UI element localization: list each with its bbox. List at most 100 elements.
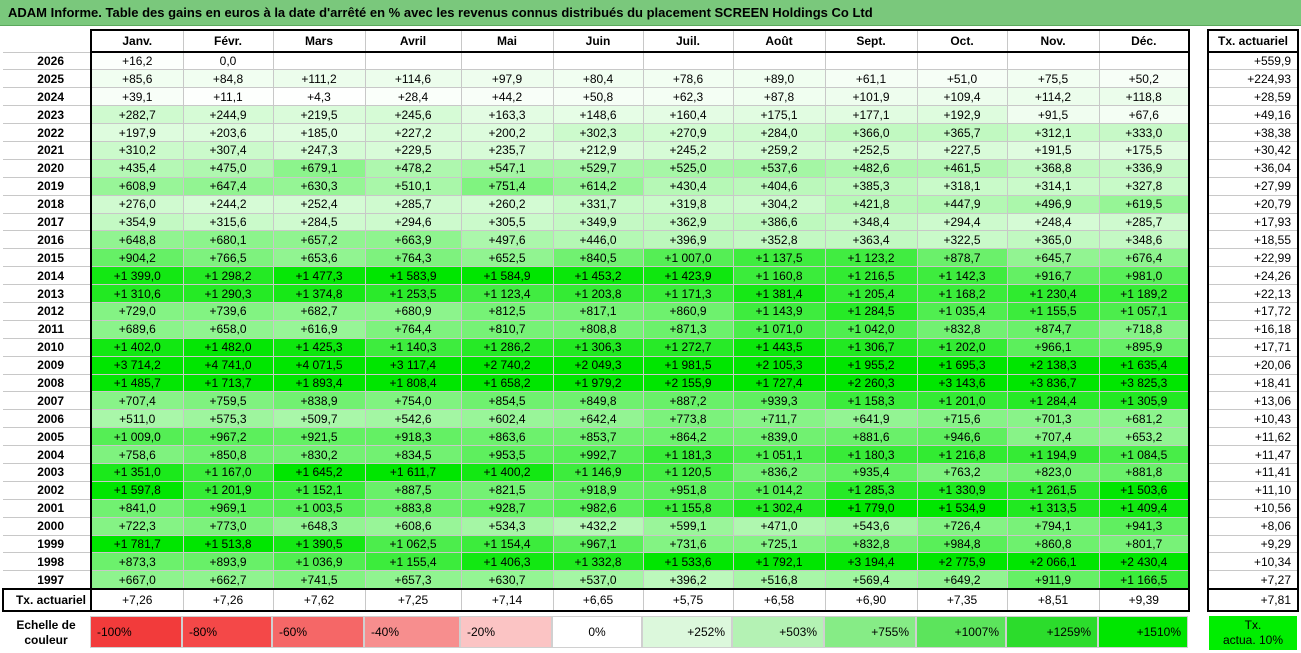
gain-cell: +741,5 (272, 570, 366, 590)
month-header: Déc. (1098, 29, 1190, 53)
gain-cell: +333,0 (1098, 123, 1190, 142)
gain-cell: +319,8 (642, 194, 734, 214)
gain-cell: +1 123,2 (824, 248, 918, 268)
gain-cell: +1 584,9 (460, 266, 554, 286)
gain-cell: +1 406,3 (460, 552, 554, 572)
gain-cell: +648,3 (272, 516, 366, 536)
gain-cell: +873,3 (90, 552, 184, 572)
gain-cell: +1 425,3 (272, 337, 366, 357)
gain-cell: +1 503,6 (1098, 480, 1190, 500)
gain-cell: +349,9 (552, 212, 644, 232)
gain-cell: +647,4 (182, 176, 274, 196)
gain-cell: 0,0 (182, 51, 274, 71)
table-row: 1997 +667,0 +662,7 +741,5 +657,3 +630,7 +537,0… (3, 570, 1190, 590)
year-label: 2002 (3, 480, 92, 500)
gain-cell: +1 955,2 (824, 355, 918, 375)
year-label: 2013 (3, 284, 92, 303)
gain-cell: +921,5 (272, 427, 366, 447)
gain-cell: +1 216,5 (824, 266, 918, 286)
gain-cell: +966,1 (1006, 337, 1100, 357)
gain-cell: +1 230,4 (1006, 284, 1100, 303)
gain-cell: +726,4 (916, 516, 1008, 536)
gain-cell: +2 066,1 (1006, 552, 1100, 572)
gain-cell: +863,6 (460, 427, 554, 447)
gain-cell: +1 485,7 (90, 373, 184, 393)
actuarial-rate-cell: +16,18 (1207, 319, 1299, 339)
gain-cell: +1 658,2 (460, 373, 554, 393)
year-label: 2005 (3, 427, 92, 447)
gain-cell: +244,2 (182, 194, 274, 214)
gain-cell: +247,3 (272, 140, 366, 160)
gain-cell: +284,5 (272, 212, 366, 232)
gain-cell: +667,0 (90, 570, 184, 590)
gain-cell: +97,9 (460, 69, 554, 89)
footer-rate-cell: +7,26 (90, 588, 184, 612)
gain-cell: +883,8 (364, 498, 462, 518)
gain-cell: +396,2 (642, 570, 734, 590)
color-scale-label: Echelle de couleur (16, 618, 76, 647)
gain-cell (642, 51, 734, 71)
gain-cell: +1 142,3 (916, 266, 1008, 286)
gain-cell: +3 836,7 (1006, 373, 1100, 393)
year-label: 2018 (3, 194, 92, 214)
gain-cell: +44,2 (460, 87, 554, 107)
actuarial-rate-cell: +22,13 (1207, 284, 1299, 303)
gain-cell: +307,4 (182, 140, 274, 160)
gain-cell: +260,2 (460, 194, 554, 214)
gain-cell: +722,3 (90, 516, 184, 536)
actuarial-rate-cell: +11,62 (1207, 427, 1299, 447)
gain-cell: +212,9 (552, 140, 644, 160)
actuarial-rate-cell: +30,42 (1207, 140, 1299, 160)
gain-cell: +310,2 (90, 140, 184, 160)
gain-cell: +569,4 (824, 570, 918, 590)
table-row: 2013 +1 310,6 +1 290,3 +1 374,8 +1 253,5 +1 1… (3, 284, 1190, 303)
gain-cell: +602,4 (460, 409, 554, 429)
gain-cell: +871,3 (642, 319, 734, 339)
gain-cell: +259,2 (732, 140, 826, 160)
gain-cell: +645,7 (1006, 248, 1100, 268)
gain-cell: +1 310,6 (90, 284, 184, 303)
gain-cell: +836,2 (732, 462, 826, 482)
gain-cell: +366,0 (824, 123, 918, 142)
gain-cell: +185,0 (272, 123, 366, 142)
gain-cell: +80,4 (552, 69, 644, 89)
gain-cell: +904,2 (90, 248, 184, 268)
gain-cell: +874,7 (1006, 319, 1100, 339)
actuarial-rate-cell: +20,79 (1207, 194, 1299, 214)
gain-cell: +78,6 (642, 69, 734, 89)
gain-cell: +2 155,9 (642, 373, 734, 393)
gain-cell: +67,6 (1098, 105, 1190, 125)
year-label: 2023 (3, 105, 92, 125)
gain-cell: +352,8 (732, 230, 826, 250)
gain-cell: +1 253,5 (364, 284, 462, 303)
table-row: 2011 +689,6 +658,0 +616,9 +764,4 +810,7 +808,8… (3, 319, 1190, 339)
gain-cell: +1 306,3 (552, 337, 644, 357)
gain-cell: +794,1 (1006, 516, 1100, 536)
gain-cell: +1 009,0 (90, 427, 184, 447)
gain-cell: +981,0 (1098, 266, 1190, 286)
color-scale-swatch: +503% (732, 616, 824, 648)
color-scale-swatch: -60% (272, 616, 364, 648)
color-scale-swatch: +1259% (1006, 616, 1098, 648)
gain-cell: +1 979,2 (552, 373, 644, 393)
actuarial-rate-cell: +8,06 (1207, 516, 1299, 536)
gain-cell: +302,3 (552, 123, 644, 142)
gain-cell: +729,0 (90, 301, 184, 321)
gain-cell: +282,7 (90, 105, 184, 125)
gain-cell: +984,8 (916, 534, 1008, 554)
month-header: Sept. (824, 29, 918, 53)
table-row: 2003 +1 351,0 +1 167,0 +1 645,2 +1 611,7 +1 4… (3, 462, 1190, 482)
footer-rate-cell: +7,25 (364, 588, 462, 612)
gain-cell: +51,0 (916, 69, 1008, 89)
gain-cell: +1 453,2 (552, 266, 644, 286)
gain-cell: +754,0 (364, 391, 462, 411)
gain-cell: +630,3 (272, 176, 366, 196)
gain-cell: +1 201,9 (182, 480, 274, 500)
gain-cell: +1 351,0 (90, 462, 184, 482)
gain-cell: +1 423,9 (642, 266, 734, 286)
table-row: 2019 +608,9 +647,4 +630,3 +510,1 +751,4 +614,2… (3, 176, 1190, 196)
gain-cell: +219,5 (272, 105, 366, 125)
actuarial-rate-cell: +17,93 (1207, 212, 1299, 232)
gain-cell: +832,8 (824, 534, 918, 554)
gain-cell: +1 035,4 (916, 301, 1008, 321)
